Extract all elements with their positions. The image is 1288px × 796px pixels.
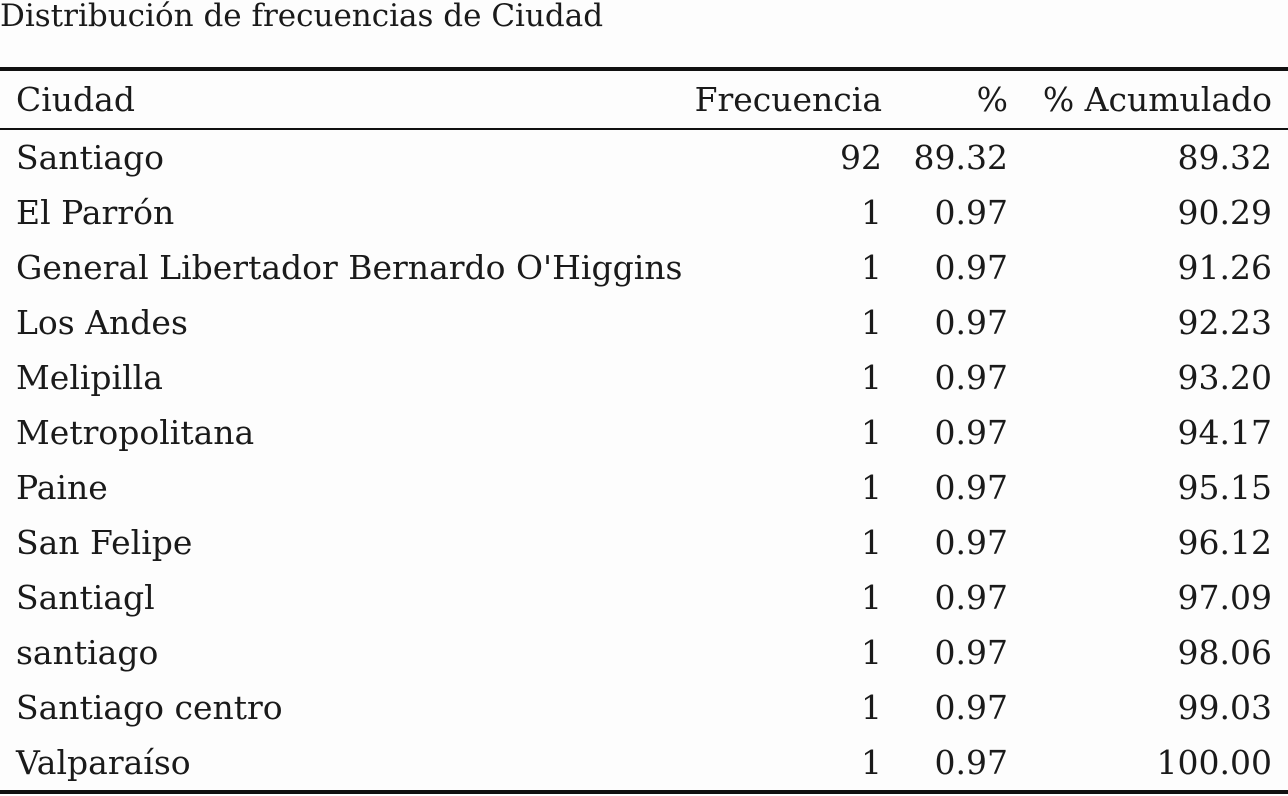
cell-percent-acumulado: 96.12 — [1177, 523, 1272, 562]
cell-ciudad: Paine — [16, 468, 108, 507]
table-body: Santiago 92 89.32 89.32 El Parrón 1 0.97… — [0, 129, 1288, 790]
table-header-row: Ciudad Frecuencia % % Acumulado — [0, 71, 1288, 130]
table-row: Santiago 92 89.32 89.32 — [0, 129, 1288, 185]
cell-percent-acumulado: 91.26 — [1177, 248, 1272, 287]
cell-ciudad: Valparaíso — [16, 743, 191, 782]
cell-ciudad: General Libertador Bernardo O'Higgins — [16, 248, 683, 287]
cell-percent: 0.97 — [934, 688, 1008, 727]
frequency-table: Ciudad Frecuencia % % Acumulado Santiago… — [0, 71, 1288, 790]
header-percent-acumulado: % Acumulado — [1012, 71, 1288, 130]
table-row: El Parrón 1 0.97 90.29 — [0, 185, 1288, 240]
table-caption: Distribución de frecuencias de Ciudad — [0, 0, 604, 34]
cell-ciudad: Santiago centro — [16, 688, 283, 727]
cell-ciudad: Santiago — [16, 138, 165, 177]
header-percent: % — [886, 71, 1012, 130]
table-row: Metropolitana 1 0.97 94.17 — [0, 405, 1288, 460]
cell-percent: 0.97 — [934, 468, 1008, 507]
cell-ciudad: Melipilla — [16, 358, 163, 397]
cell-frecuencia: 1 — [861, 468, 882, 507]
cell-percent-acumulado: 94.17 — [1177, 413, 1272, 452]
cell-percent-acumulado: 89.32 — [1177, 138, 1272, 177]
cell-ciudad: San Felipe — [16, 523, 193, 562]
cell-frecuencia: 1 — [861, 248, 882, 287]
cell-frecuencia: 1 — [861, 303, 882, 342]
cell-frecuencia: 1 — [861, 358, 882, 397]
table-row: Santiagl 1 0.97 97.09 — [0, 570, 1288, 625]
cell-frecuencia: 1 — [861, 578, 882, 617]
cell-ciudad: santiago — [16, 633, 159, 672]
cell-frecuencia: 1 — [861, 193, 882, 232]
cell-percent: 0.97 — [934, 193, 1008, 232]
cell-percent-acumulado: 95.15 — [1177, 468, 1272, 507]
table-row: Paine 1 0.97 95.15 — [0, 460, 1288, 515]
cell-frecuencia: 1 — [861, 633, 882, 672]
cell-percent: 89.32 — [913, 138, 1008, 177]
table-row: Valparaíso 1 0.97 100.00 — [0, 735, 1288, 790]
cell-percent-acumulado: 92.23 — [1177, 303, 1272, 342]
cell-frecuencia: 1 — [861, 523, 882, 562]
cell-percent-acumulado: 93.20 — [1177, 358, 1272, 397]
cell-ciudad: El Parrón — [16, 193, 175, 232]
cell-ciudad: Metropolitana — [16, 413, 255, 452]
cell-ciudad: Santiagl — [16, 578, 155, 617]
table-row: Melipilla 1 0.97 93.20 — [0, 350, 1288, 405]
cell-frecuencia: 92 — [840, 138, 882, 177]
cell-percent: 0.97 — [934, 743, 1008, 782]
cell-percent-acumulado: 97.09 — [1177, 578, 1272, 617]
table-row: Los Andes 1 0.97 92.23 — [0, 295, 1288, 350]
cell-percent-acumulado: 99.03 — [1177, 688, 1272, 727]
cell-percent-acumulado: 100.00 — [1156, 743, 1272, 782]
cell-percent: 0.97 — [934, 358, 1008, 397]
cell-percent: 0.97 — [934, 633, 1008, 672]
table-row: Santiago centro 1 0.97 99.03 — [0, 680, 1288, 735]
header-ciudad: Ciudad — [0, 71, 690, 130]
cell-percent: 0.97 — [934, 523, 1008, 562]
cell-frecuencia: 1 — [861, 413, 882, 452]
cell-frecuencia: 1 — [861, 743, 882, 782]
table-row: General Libertador Bernardo O'Higgins 1 … — [0, 240, 1288, 295]
cell-frecuencia: 1 — [861, 688, 882, 727]
cell-percent: 0.97 — [934, 303, 1008, 342]
cell-percent-acumulado: 90.29 — [1177, 193, 1272, 232]
cell-ciudad: Los Andes — [16, 303, 188, 342]
cell-percent: 0.97 — [934, 578, 1008, 617]
cell-percent: 0.97 — [934, 248, 1008, 287]
cell-percent-acumulado: 98.06 — [1177, 633, 1272, 672]
frequency-table-container: Ciudad Frecuencia % % Acumulado Santiago… — [0, 67, 1288, 794]
cell-percent: 0.97 — [934, 413, 1008, 452]
table-row: San Felipe 1 0.97 96.12 — [0, 515, 1288, 570]
table-row: santiago 1 0.97 98.06 — [0, 625, 1288, 680]
header-frecuencia: Frecuencia — [690, 71, 886, 130]
